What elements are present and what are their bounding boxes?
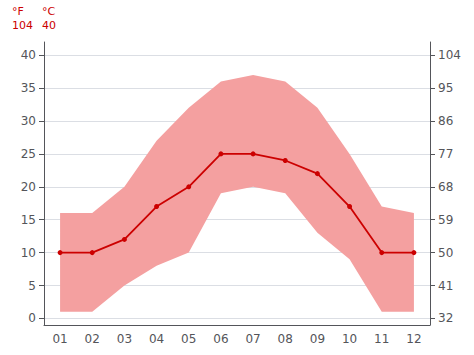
svg-text:12: 12 bbox=[406, 332, 421, 346]
svg-text:32: 32 bbox=[438, 311, 453, 325]
svg-text:40: 40 bbox=[42, 19, 56, 32]
svg-text:77: 77 bbox=[438, 147, 453, 161]
svg-text:104: 104 bbox=[12, 19, 33, 32]
svg-text:11: 11 bbox=[374, 332, 389, 346]
svg-text:25: 25 bbox=[21, 147, 36, 161]
svg-text:01: 01 bbox=[52, 332, 67, 346]
svg-text:07: 07 bbox=[245, 332, 260, 346]
svg-text:30: 30 bbox=[21, 114, 36, 128]
svg-text:°F: °F bbox=[12, 5, 24, 18]
svg-text:°C: °C bbox=[42, 5, 56, 18]
svg-text:03: 03 bbox=[117, 332, 132, 346]
svg-text:02: 02 bbox=[85, 332, 100, 346]
svg-text:40: 40 bbox=[21, 48, 36, 62]
svg-text:04: 04 bbox=[149, 332, 164, 346]
svg-text:104: 104 bbox=[438, 48, 461, 62]
svg-text:05: 05 bbox=[181, 332, 196, 346]
svg-text:15: 15 bbox=[21, 213, 36, 227]
svg-text:06: 06 bbox=[213, 332, 228, 346]
svg-text:09: 09 bbox=[310, 332, 325, 346]
svg-text:0: 0 bbox=[28, 311, 36, 325]
svg-text:50: 50 bbox=[438, 246, 453, 260]
svg-text:08: 08 bbox=[278, 332, 293, 346]
svg-text:20: 20 bbox=[21, 180, 36, 194]
svg-text:59: 59 bbox=[438, 213, 453, 227]
svg-text:5: 5 bbox=[28, 279, 36, 293]
svg-text:68: 68 bbox=[438, 180, 453, 194]
svg-text:95: 95 bbox=[438, 81, 453, 95]
svg-text:35: 35 bbox=[21, 81, 36, 95]
svg-text:10: 10 bbox=[342, 332, 357, 346]
svg-text:10: 10 bbox=[21, 246, 36, 260]
svg-text:86: 86 bbox=[438, 114, 453, 128]
svg-text:41: 41 bbox=[438, 279, 453, 293]
